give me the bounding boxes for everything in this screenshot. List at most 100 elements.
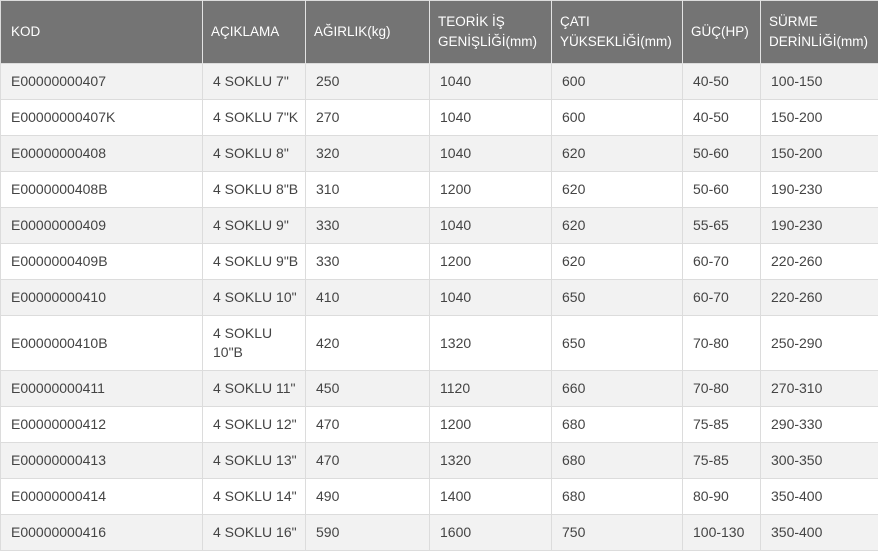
cell-aciklama: 4 SOKLU 16" [203, 515, 306, 551]
cell-guc: 50-60 [683, 172, 761, 208]
cell-guc: 60-70 [683, 280, 761, 316]
cell-agirlik: 470 [306, 407, 430, 443]
cell-aciklama: 4 SOKLU 10"B [203, 316, 306, 371]
cell-cati-yuksekligi: 680 [552, 407, 683, 443]
cell-agirlik: 330 [306, 244, 430, 280]
cell-guc: 75-85 [683, 443, 761, 479]
cell-teorik-is-genisligi: 1200 [430, 244, 552, 280]
cell-aciklama: 4 SOKLU 14" [203, 479, 306, 515]
column-header-guc: GÜÇ(HP) [683, 1, 761, 64]
cell-guc: 75-85 [683, 407, 761, 443]
cell-surme-derinligi: 150-200 [761, 136, 878, 172]
cell-cati-yuksekligi: 620 [552, 208, 683, 244]
cell-guc: 50-60 [683, 136, 761, 172]
cell-kod: E0000000410B [1, 316, 203, 371]
cell-cati-yuksekligi: 600 [552, 64, 683, 100]
column-header-teorik-is-genisligi: TEORİK İŞ GENİŞLİĞİ(mm) [430, 1, 552, 64]
cell-cati-yuksekligi: 620 [552, 136, 683, 172]
cell-teorik-is-genisligi: 1320 [430, 443, 552, 479]
cell-teorik-is-genisligi: 1600 [430, 515, 552, 551]
cell-cati-yuksekligi: 620 [552, 244, 683, 280]
cell-cati-yuksekligi: 680 [552, 443, 683, 479]
cell-cati-yuksekligi: 650 [552, 280, 683, 316]
cell-aciklama: 4 SOKLU 11" [203, 371, 306, 407]
cell-kod: E00000000412 [1, 407, 203, 443]
cell-aciklama: 4 SOKLU 7" [203, 64, 306, 100]
column-header-surme-derinligi: SÜRME DERİNLİĞİ(mm) [761, 1, 878, 64]
cell-surme-derinligi: 250-290 [761, 316, 878, 371]
cell-surme-derinligi: 290-330 [761, 407, 878, 443]
cell-agirlik: 490 [306, 479, 430, 515]
column-header-agirlik: AĞIRLIK(kg) [306, 1, 430, 64]
cell-aciklama: 4 SOKLU 8"B [203, 172, 306, 208]
cell-kod: E00000000410 [1, 280, 203, 316]
cell-surme-derinligi: 350-400 [761, 479, 878, 515]
cell-surme-derinligi: 220-260 [761, 280, 878, 316]
cell-agirlik: 450 [306, 371, 430, 407]
cell-surme-derinligi: 190-230 [761, 172, 878, 208]
cell-agirlik: 250 [306, 64, 430, 100]
cell-guc: 100-130 [683, 515, 761, 551]
cell-guc: 80-90 [683, 479, 761, 515]
cell-teorik-is-genisligi: 1040 [430, 64, 552, 100]
cell-aciklama: 4 SOKLU 10" [203, 280, 306, 316]
cell-kod: E00000000414 [1, 479, 203, 515]
cell-surme-derinligi: 350-400 [761, 515, 878, 551]
cell-surme-derinligi: 150-200 [761, 100, 878, 136]
cell-teorik-is-genisligi: 1400 [430, 479, 552, 515]
cell-agirlik: 590 [306, 515, 430, 551]
cell-guc: 55-65 [683, 208, 761, 244]
cell-agirlik: 270 [306, 100, 430, 136]
cell-guc: 40-50 [683, 100, 761, 136]
cell-surme-derinligi: 220-260 [761, 244, 878, 280]
cell-agirlik: 310 [306, 172, 430, 208]
cell-agirlik: 420 [306, 316, 430, 371]
cell-kod: E0000000409B [1, 244, 203, 280]
cell-guc: 70-80 [683, 371, 761, 407]
cell-teorik-is-genisligi: 1040 [430, 280, 552, 316]
cell-aciklama: 4 SOKLU 9" [203, 208, 306, 244]
cell-aciklama: 4 SOKLU 7"K [203, 100, 306, 136]
cell-kod: E00000000413 [1, 443, 203, 479]
cell-cati-yuksekligi: 620 [552, 172, 683, 208]
cell-teorik-is-genisligi: 1320 [430, 316, 552, 371]
cell-teorik-is-genisligi: 1120 [430, 371, 552, 407]
cell-teorik-is-genisligi: 1040 [430, 136, 552, 172]
cell-cati-yuksekligi: 680 [552, 479, 683, 515]
cell-kod: E00000000411 [1, 371, 203, 407]
cell-agirlik: 410 [306, 280, 430, 316]
cell-aciklama: 4 SOKLU 8" [203, 136, 306, 172]
cell-guc: 60-70 [683, 244, 761, 280]
cell-aciklama: 4 SOKLU 9"B [203, 244, 306, 280]
cell-cati-yuksekligi: 660 [552, 371, 683, 407]
column-header-aciklama: AÇIKLAMA [203, 1, 306, 64]
cell-surme-derinligi: 190-230 [761, 208, 878, 244]
cell-kod: E00000000407K [1, 100, 203, 136]
cell-agirlik: 320 [306, 136, 430, 172]
cell-guc: 40-50 [683, 64, 761, 100]
cell-guc: 70-80 [683, 316, 761, 371]
cell-kod: E00000000407 [1, 64, 203, 100]
cell-cati-yuksekligi: 750 [552, 515, 683, 551]
cell-cati-yuksekligi: 600 [552, 100, 683, 136]
cell-teorik-is-genisligi: 1200 [430, 407, 552, 443]
cell-kod: E00000000409 [1, 208, 203, 244]
cell-teorik-is-genisligi: 1040 [430, 208, 552, 244]
cell-aciklama: 4 SOKLU 12" [203, 407, 306, 443]
